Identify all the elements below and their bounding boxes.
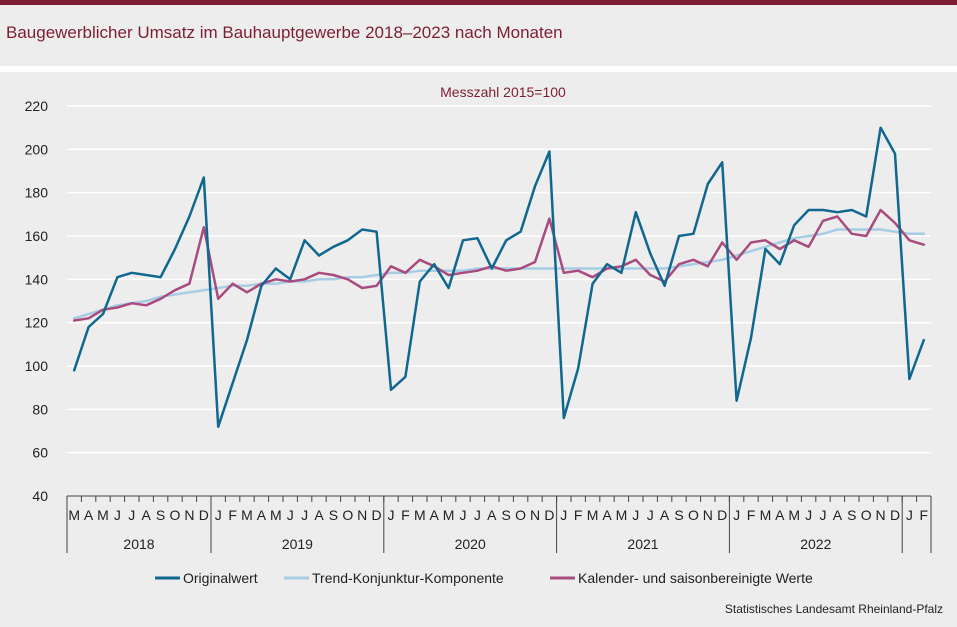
series-lines (72, 126, 926, 428)
x-month-label: J (805, 507, 812, 523)
x-month-label: M (241, 507, 253, 523)
x-month-label: S (156, 507, 165, 523)
x-month-label: M (443, 507, 455, 523)
x-month-label: S (329, 507, 338, 523)
x-month-label: A (84, 507, 94, 523)
x-month-label: O (170, 507, 181, 523)
top-accent-bar (0, 0, 957, 5)
separator (0, 66, 957, 72)
gridlines (67, 105, 931, 454)
series-line (72, 126, 926, 428)
x-month-label: D (199, 507, 209, 523)
x-month-label: M (788, 507, 800, 523)
x-month-label: M (97, 507, 109, 523)
x-month-label: O (861, 507, 872, 523)
y-tick-label: 120 (25, 315, 49, 331)
x-month-label: N (357, 507, 367, 523)
x-month-label: N (876, 507, 886, 523)
x-month-label: J (114, 507, 121, 523)
x-month-label: A (833, 507, 843, 523)
x-month-label: J (647, 507, 654, 523)
x-year-label: 2021 (627, 536, 658, 552)
x-month-label: J (733, 507, 740, 523)
y-tick-label: 40 (32, 488, 48, 504)
y-tick-label: 100 (25, 358, 49, 374)
x-month-label: J (820, 507, 827, 523)
x-month-label: M (587, 507, 599, 523)
x-month-label: A (430, 507, 440, 523)
x-month-label: J (215, 507, 222, 523)
x-month-label: O (688, 507, 699, 523)
x-month-label: N (184, 507, 194, 523)
x-month-label: M (414, 507, 426, 523)
x-month-label: J (287, 507, 294, 523)
x-month-label: A (257, 507, 267, 523)
x-month-label: F (747, 507, 756, 523)
x-month-label: J (560, 507, 567, 523)
y-tick-label: 180 (25, 185, 49, 201)
x-month-label: N (703, 507, 713, 523)
x-month-label: J (460, 507, 467, 523)
plot-background (0, 72, 957, 599)
source-note: Statistisches Landesamt Rheinland-Pfalz (724, 602, 943, 616)
x-month-label: J (474, 507, 481, 523)
y-axis-ticks: 40 60 80 100 120 140 160 180 200 220 (25, 98, 49, 504)
x-year-label: 2019 (282, 536, 313, 552)
y-axis-label: Messzahl 2015=100 (440, 84, 566, 100)
y-tick-label: 60 (32, 445, 48, 461)
x-month-label: S (502, 507, 511, 523)
legend-label: Kalender- und saisonbereinigte Werte (578, 570, 813, 586)
x-month-label: D (890, 507, 900, 523)
legend-label: Trend-Konjunktur-Komponente (312, 570, 504, 586)
x-month-label: A (602, 507, 612, 523)
x-year-label: 2018 (123, 536, 154, 552)
x-month-label: F (401, 507, 410, 523)
x-year-label: 2020 (455, 536, 486, 552)
x-month-label: M (760, 507, 772, 523)
x-month-label: M (616, 507, 628, 523)
y-tick-label: 80 (32, 401, 48, 417)
y-tick-label: 140 (25, 271, 49, 287)
x-month-label: J (388, 507, 395, 523)
x-month-label: O (515, 507, 526, 523)
x-month-label: D (372, 507, 382, 523)
x-month-label: A (142, 507, 152, 523)
x-month-label: J (301, 507, 308, 523)
x-month-label: S (674, 507, 683, 523)
x-month-label: A (775, 507, 785, 523)
x-month-label: D (544, 507, 554, 523)
legend-label: Originalwert (183, 570, 258, 586)
x-month-label: F (920, 507, 929, 523)
y-tick-label: 160 (25, 228, 49, 244)
y-tick-label: 200 (25, 141, 49, 157)
x-month-label: J (906, 507, 913, 523)
series-line (72, 208, 926, 322)
x-month-label: F (574, 507, 583, 523)
x-month-label: N (530, 507, 540, 523)
x-month-label: S (847, 507, 856, 523)
x-month-label: M (270, 507, 282, 523)
x-month-label: D (717, 507, 727, 523)
y-tick-label: 220 (25, 98, 49, 114)
legend: Originalwert Trend-Konjunktur-Komponente K… (155, 570, 813, 586)
x-month-label: J (632, 507, 639, 523)
x-month-label: F (228, 507, 237, 523)
x-month-label: A (660, 507, 670, 523)
x-month-label: A (314, 507, 324, 523)
page-title: Baugewerblicher Umsatz im Bauhauptgewerb… (6, 23, 563, 42)
x-month-label: M (68, 507, 80, 523)
x-year-label: 2022 (800, 536, 831, 552)
x-month-label: A (487, 507, 497, 523)
x-month-label: J (128, 507, 135, 523)
x-month-label: O (342, 507, 353, 523)
